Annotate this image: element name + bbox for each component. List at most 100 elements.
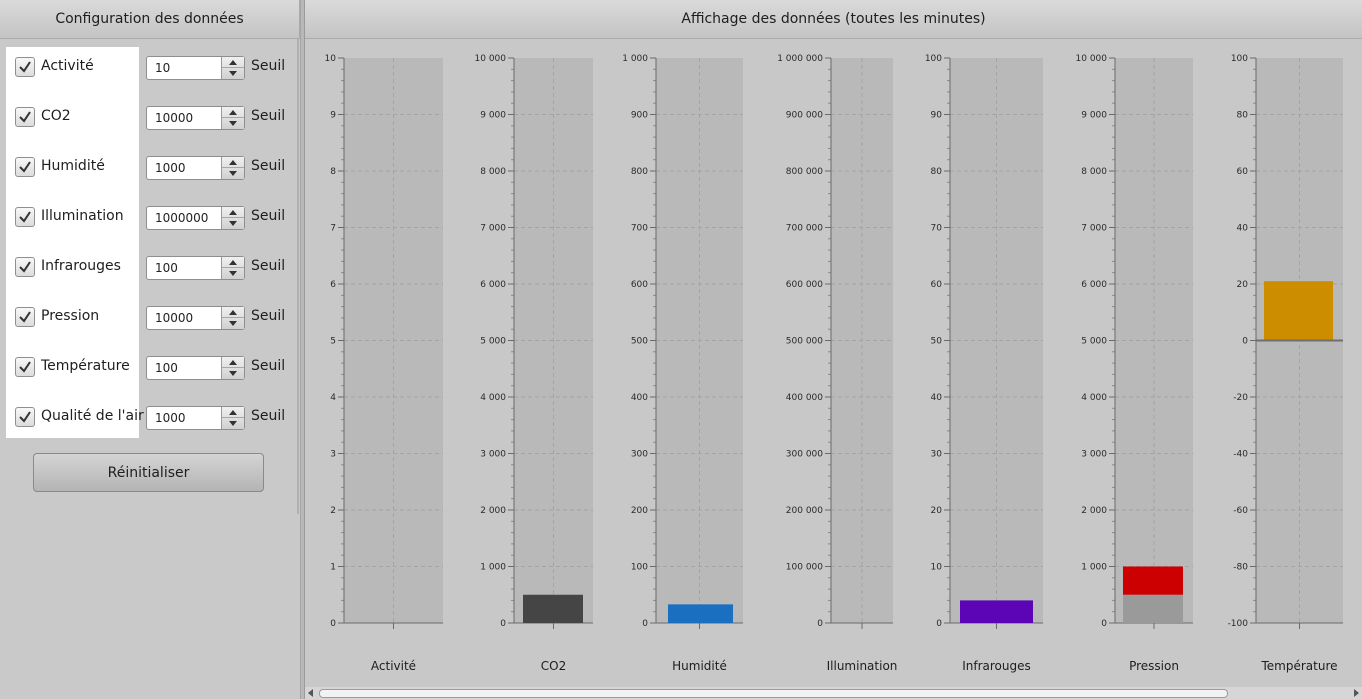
data-display-title: Affichage des données (toutes les minute… <box>681 11 986 27</box>
bar <box>960 600 1033 623</box>
sensor-checkbox[interactable] <box>15 257 35 277</box>
threshold-input[interactable] <box>147 257 221 279</box>
increment-button[interactable] <box>222 257 244 268</box>
decrement-button[interactable] <box>222 368 244 379</box>
y-tick-label: -100 <box>1228 619 1249 629</box>
checkmark-icon <box>19 411 31 423</box>
threshold-input[interactable] <box>147 407 221 429</box>
spinner-buttons <box>221 107 244 129</box>
y-tick-label: 2 000 <box>1081 506 1107 516</box>
increment-button[interactable] <box>222 157 244 168</box>
scrollbar-thumb[interactable] <box>319 689 1228 698</box>
chevron-down-icon <box>229 321 237 326</box>
decrement-button[interactable] <box>222 318 244 329</box>
threshold-input[interactable] <box>147 157 221 179</box>
threshold-spinner[interactable] <box>146 106 245 130</box>
split-pane-divider[interactable] <box>300 0 305 699</box>
y-tick-label: 400 <box>631 393 648 403</box>
increment-button[interactable] <box>222 407 244 418</box>
spinner-buttons <box>221 357 244 379</box>
sensor-checkbox[interactable] <box>15 107 35 127</box>
y-tick-label: 10 <box>325 54 337 64</box>
y-tick-label: 100 <box>631 563 648 573</box>
threshold-label: Seuil <box>251 408 286 424</box>
y-tick-label: 9 <box>330 111 336 121</box>
sensor-checkbox[interactable] <box>15 57 35 77</box>
y-tick-label: 20 <box>1237 280 1249 290</box>
threshold-spinner[interactable] <box>146 406 245 430</box>
decrement-button[interactable] <box>222 218 244 229</box>
y-tick-label: 100 <box>925 54 942 64</box>
y-tick-label: 90 <box>931 111 943 121</box>
increment-button[interactable] <box>222 307 244 318</box>
threshold-input[interactable] <box>147 207 221 229</box>
sensor-checkbox[interactable] <box>15 357 35 377</box>
reset-button[interactable]: Réinitialiser <box>33 453 264 492</box>
threshold-input[interactable] <box>147 307 221 329</box>
y-tick-label: 300 <box>631 450 648 460</box>
y-tick-label: 3 000 <box>480 450 506 460</box>
decrement-button[interactable] <box>222 68 244 79</box>
y-tick-label: -60 <box>1233 506 1248 516</box>
y-tick-label: 800 <box>631 167 648 177</box>
threshold-input[interactable] <box>147 57 221 79</box>
increment-button[interactable] <box>222 207 244 218</box>
horizontal-scrollbar[interactable] <box>305 687 1362 699</box>
threshold-spinner[interactable] <box>146 256 245 280</box>
y-tick-label: 8 000 <box>480 167 506 177</box>
chevron-down-icon <box>229 271 237 276</box>
y-tick-label: 100 000 <box>786 563 823 573</box>
threshold-spinner[interactable] <box>146 306 245 330</box>
threshold-spinner[interactable] <box>146 206 245 230</box>
sensor-label: CO2 <box>41 108 71 124</box>
sensor-config-row: Humidité Seuil <box>0 153 300 183</box>
sensor-label: Infrarouges <box>41 258 121 274</box>
y-tick-label: 20 <box>931 506 943 516</box>
threshold-input[interactable] <box>147 107 221 129</box>
y-tick-label: 4 <box>330 393 336 403</box>
category-label: Pression <box>1129 659 1179 673</box>
y-tick-label: 2 <box>330 506 336 516</box>
scroll-left-arrow-icon[interactable] <box>308 689 314 697</box>
threshold-label: Seuil <box>251 158 286 174</box>
chevron-up-icon <box>229 60 237 65</box>
checkmark-icon <box>19 161 31 173</box>
increment-button[interactable] <box>222 57 244 68</box>
y-tick-label: 0 <box>936 619 942 629</box>
chevron-up-icon <box>229 160 237 165</box>
checkmark-icon <box>19 211 31 223</box>
reset-button-label: Réinitialiser <box>107 464 190 481</box>
y-tick-label: 6 <box>330 280 336 290</box>
decrement-button[interactable] <box>222 168 244 179</box>
threshold-label: Seuil <box>251 308 286 324</box>
y-tick-label: 10 000 <box>1076 54 1108 64</box>
y-tick-label: 40 <box>1237 224 1249 234</box>
threshold-input[interactable] <box>147 357 221 379</box>
data-display-panel: Affichage des données (toutes les minute… <box>305 0 1362 699</box>
sensor-checkbox[interactable] <box>15 307 35 327</box>
y-tick-label: 0 <box>500 619 506 629</box>
sensor-checkbox[interactable] <box>15 207 35 227</box>
chevron-down-icon <box>229 371 237 376</box>
data-display-header: Affichage des données (toutes les minute… <box>305 0 1362 39</box>
spinner-buttons <box>221 157 244 179</box>
sensor-label: Température <box>41 358 130 374</box>
threshold-spinner[interactable] <box>146 156 245 180</box>
y-tick-label: 6 000 <box>1081 280 1107 290</box>
sensor-checkbox[interactable] <box>15 157 35 177</box>
decrement-button[interactable] <box>222 118 244 129</box>
threshold-spinner[interactable] <box>146 56 245 80</box>
chevron-down-icon <box>229 421 237 426</box>
sensor-config-row: Température Seuil <box>0 353 300 383</box>
decrement-button[interactable] <box>222 418 244 429</box>
chevron-down-icon <box>229 171 237 176</box>
increment-button[interactable] <box>222 357 244 368</box>
decrement-button[interactable] <box>222 268 244 279</box>
y-tick-label: 700 <box>631 224 648 234</box>
y-tick-label: 200 000 <box>786 506 823 516</box>
category-label: CO2 <box>541 659 566 673</box>
increment-button[interactable] <box>222 107 244 118</box>
sensor-checkbox[interactable] <box>15 407 35 427</box>
threshold-spinner[interactable] <box>146 356 245 380</box>
scroll-right-arrow-icon[interactable] <box>1353 689 1359 697</box>
